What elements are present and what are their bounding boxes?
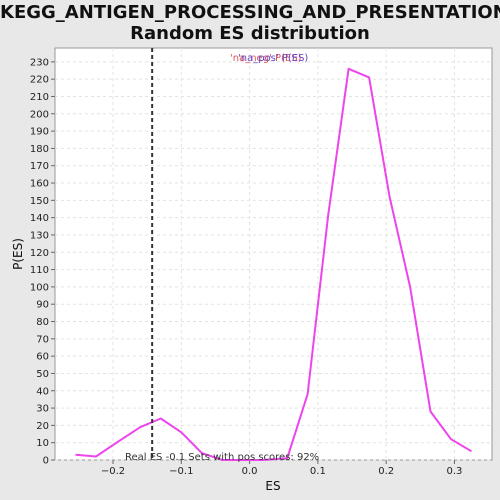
y-axis-label: P(ES) [11, 238, 25, 270]
series-group [75, 67, 473, 461]
y-tick-label: 100 [30, 282, 49, 293]
y-tick-label: 230 [30, 57, 49, 68]
y-tick-label: 0 [43, 456, 49, 467]
x-tick-label: −0.2 [101, 466, 125, 477]
y-tick-label: 10 [36, 438, 49, 449]
y-tick-label: 60 [36, 352, 49, 363]
y-axis-ticks: 0 10 20 30 40 50 60 70 80 90 100 110 120 130 140 150 160… [30, 57, 55, 467]
chart-title-line1: KEGG_ANTIGEN_PROCESSING_AND_PRESENTATION… [0, 2, 500, 23]
y-tick-label: 70 [36, 334, 49, 345]
x-tick-label: 0.3 [446, 466, 462, 477]
plot-area [54, 47, 493, 461]
y-tick-label: 160 [30, 179, 49, 190]
y-tick-label: 90 [36, 300, 49, 311]
y-tick-label: 140 [30, 213, 49, 224]
x-tick-label: 0.1 [310, 466, 326, 477]
x-tick-label: 0.2 [378, 466, 394, 477]
legend-entry-pos: 'na_pos' P(ES) [238, 53, 308, 64]
y-tick-label: 30 [36, 404, 49, 415]
y-tick-label: 170 [30, 161, 49, 172]
y-tick-label: 120 [30, 248, 49, 259]
y-tick-label: 190 [30, 127, 49, 138]
chart-title: KEGG_ANTIGEN_PROCESSING_AND_PRESENTATION… [0, 2, 500, 44]
y-tick-label: 220 [30, 75, 49, 86]
series-line [75, 67, 473, 461]
legend-entry-neg: 'na_neg' P(ES) [230, 53, 302, 64]
y-tick-label: 180 [30, 144, 49, 155]
y-tick-label: 20 [36, 421, 49, 432]
y-tick-label: 110 [30, 265, 49, 276]
y-tick-label: 210 [30, 92, 49, 103]
real-es-annotation: Real ES -0.1 Sets with pos scores: 92% [125, 452, 319, 463]
x-axis-label: ES [265, 479, 280, 493]
grid-lines [55, 48, 492, 461]
y-tick-label: 50 [36, 369, 49, 380]
y-tick-label: 130 [30, 230, 49, 241]
x-tick-label: 0.0 [242, 466, 258, 477]
x-tick-label: −0.1 [169, 466, 193, 477]
y-tick-label: 200 [30, 109, 49, 120]
chart-title-line2: Random ES distribution [130, 23, 370, 44]
y-tick-label: 80 [36, 317, 49, 328]
y-tick-label: 150 [30, 196, 49, 207]
y-tick-label: 40 [36, 386, 49, 397]
